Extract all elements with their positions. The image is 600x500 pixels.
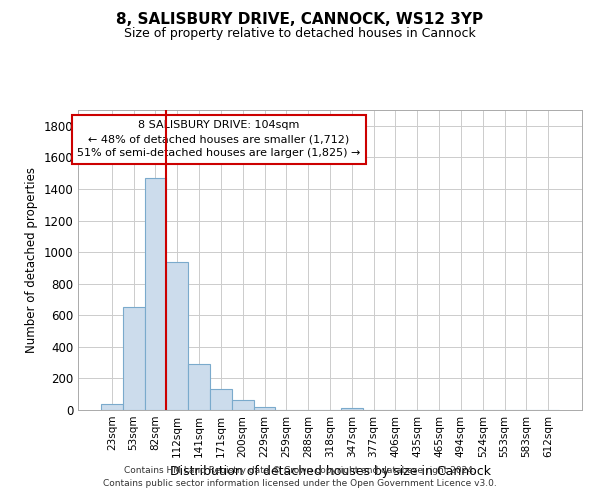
Bar bbox=[145, 178, 166, 410]
Text: Contains HM Land Registry data © Crown copyright and database right 2024.
Contai: Contains HM Land Registry data © Crown c… bbox=[103, 466, 497, 487]
Bar bbox=[188, 364, 210, 410]
Bar bbox=[341, 408, 363, 410]
Bar bbox=[210, 390, 232, 410]
Y-axis label: Number of detached properties: Number of detached properties bbox=[25, 167, 38, 353]
Bar bbox=[166, 262, 188, 410]
Bar bbox=[254, 406, 275, 410]
Text: 8 SALISBURY DRIVE: 104sqm
← 48% of detached houses are smaller (1,712)
51% of se: 8 SALISBURY DRIVE: 104sqm ← 48% of detac… bbox=[77, 120, 361, 158]
Text: 8, SALISBURY DRIVE, CANNOCK, WS12 3YP: 8, SALISBURY DRIVE, CANNOCK, WS12 3YP bbox=[116, 12, 484, 28]
Text: Size of property relative to detached houses in Cannock: Size of property relative to detached ho… bbox=[124, 28, 476, 40]
Bar bbox=[101, 404, 123, 410]
Bar bbox=[232, 400, 254, 410]
Bar bbox=[123, 308, 145, 410]
X-axis label: Distribution of detached houses by size in Cannock: Distribution of detached houses by size … bbox=[170, 466, 491, 478]
